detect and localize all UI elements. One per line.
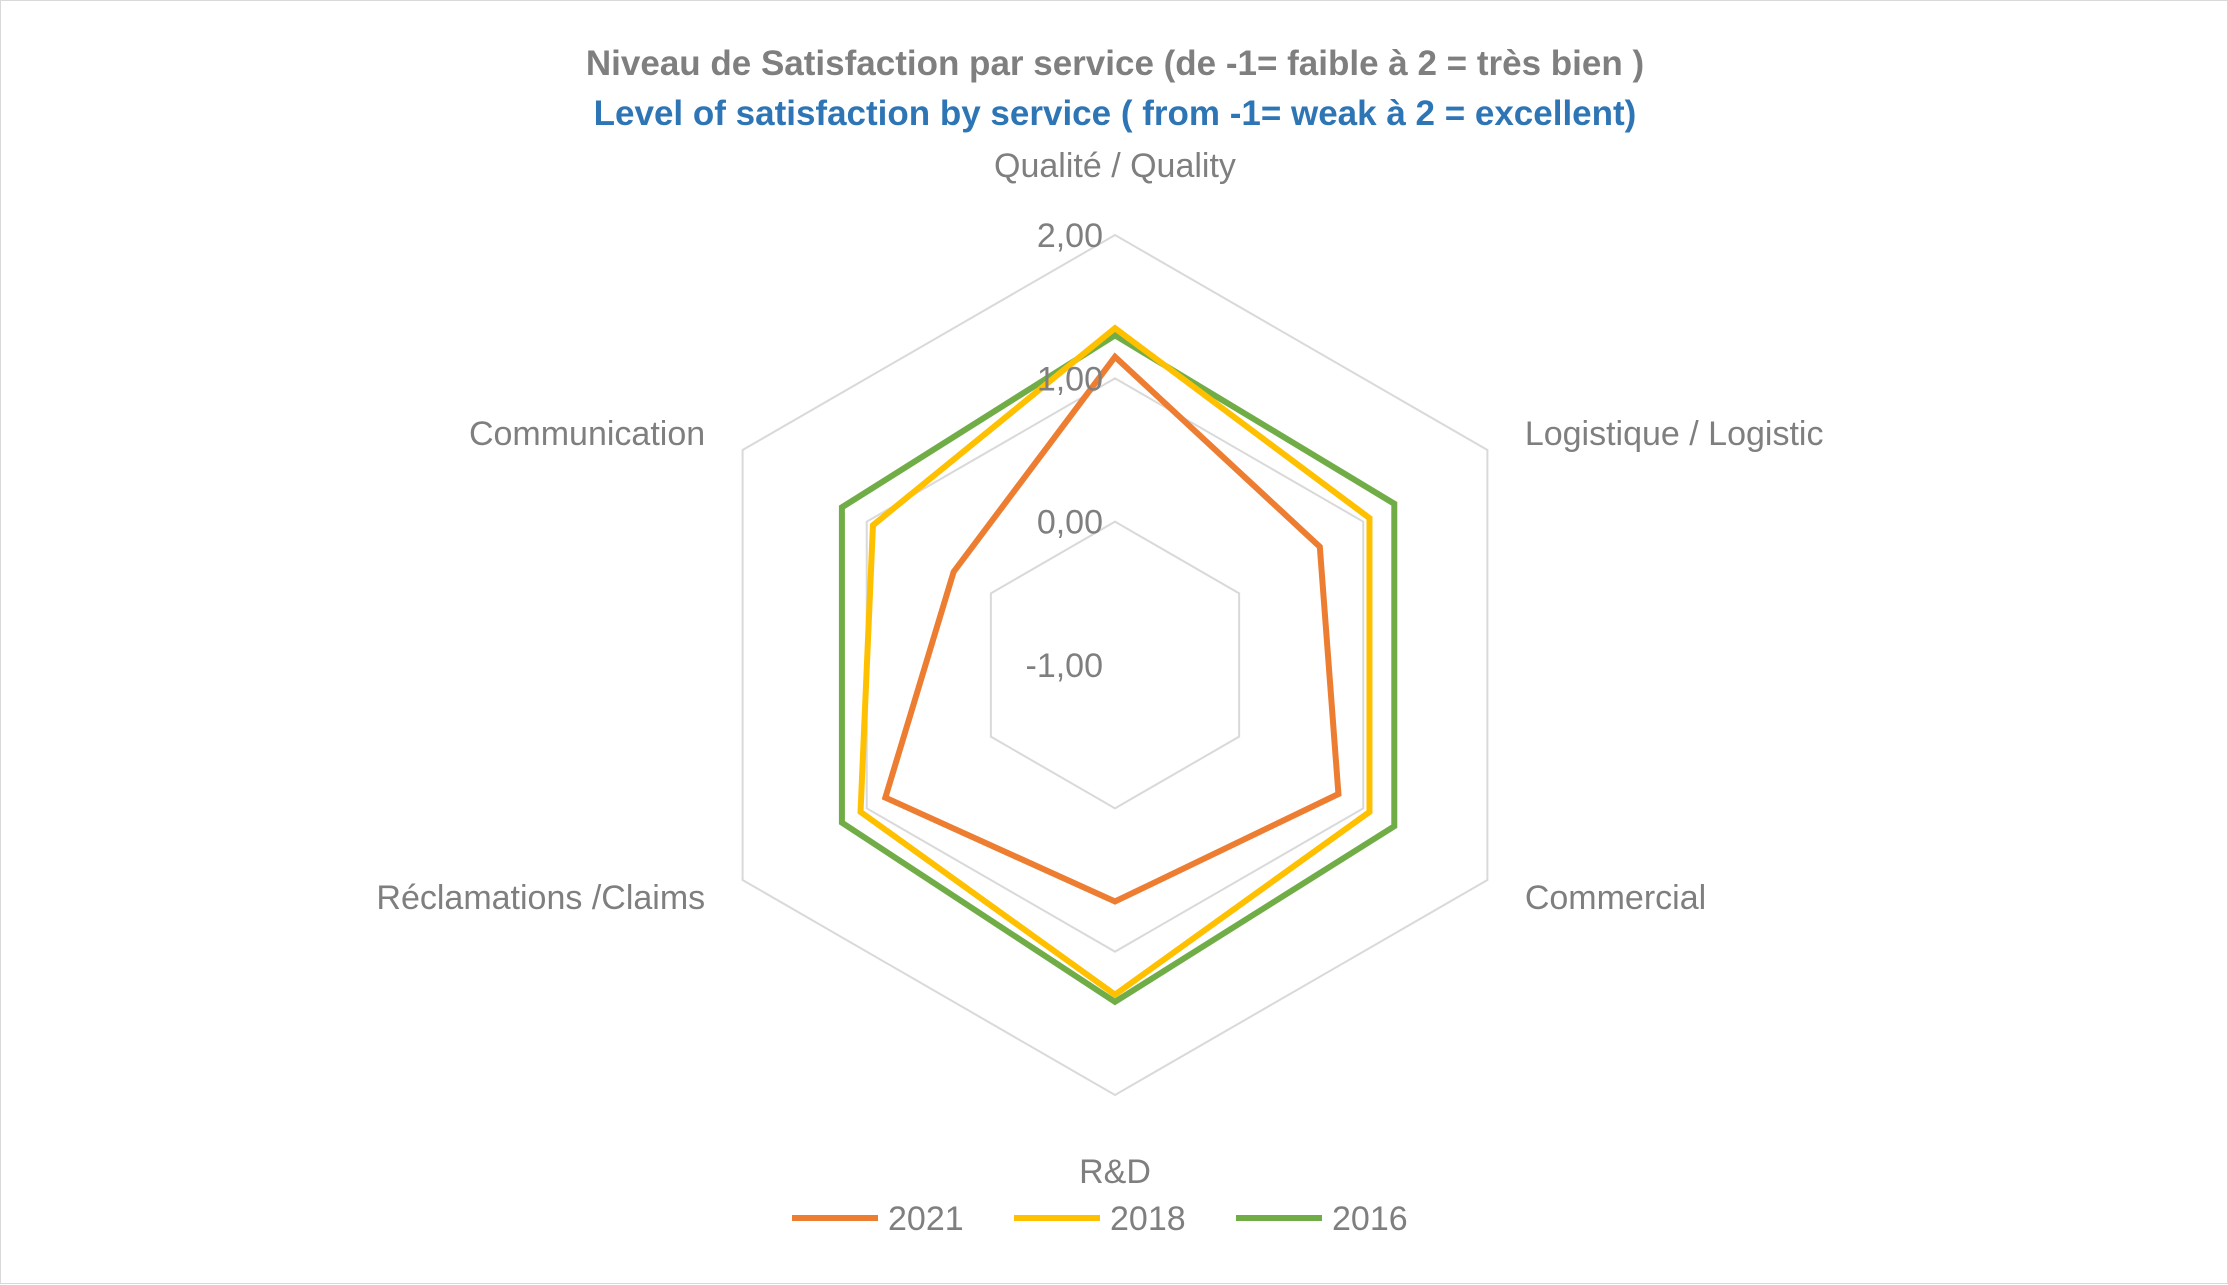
axis-label-3: R&D xyxy=(1079,1153,1151,1191)
axis-label-4: Réclamations /Claims xyxy=(376,879,705,917)
tick-label-1: 0,00 xyxy=(1037,504,1103,542)
legend-label-2016: 2016 xyxy=(1332,1200,1408,1238)
series-line-2021 xyxy=(881,352,1342,905)
axis-label-5: Communication xyxy=(469,415,705,453)
tick-label-2: 1,00 xyxy=(1037,360,1103,398)
grid-ring xyxy=(865,377,1365,953)
tick-label-3: 2,00 xyxy=(1037,217,1103,255)
tick-label-0: -1,00 xyxy=(1026,647,1104,685)
grid-layer xyxy=(741,233,1489,1097)
axis-label-layer: Qualité / Quality Logistique / Logistic Co… xyxy=(376,147,1823,1191)
legend: 2021 2018 2016 xyxy=(792,1200,1408,1238)
grid-ring xyxy=(989,520,1241,810)
axis-label-0: Qualité / Quality xyxy=(994,147,1236,185)
series-layer xyxy=(838,324,1398,1006)
axis-label-2: Commercial xyxy=(1525,879,1706,917)
chart-subtitle: Level of satisfaction by service ( from … xyxy=(594,94,1637,133)
axis-label-1: Logistique / Logistic xyxy=(1525,415,1824,453)
series-line-2016 xyxy=(838,331,1398,1006)
grid-ring xyxy=(741,233,1489,1097)
legend-label-2021: 2021 xyxy=(888,1200,964,1238)
series-line-2018 xyxy=(857,324,1373,999)
chart-title: Niveau de Satisfaction par service (de -… xyxy=(586,44,1644,83)
tick-label-layer: -1,00 0,00 1,00 2,00 xyxy=(1026,217,1104,685)
legend-label-2018: 2018 xyxy=(1110,1200,1186,1238)
